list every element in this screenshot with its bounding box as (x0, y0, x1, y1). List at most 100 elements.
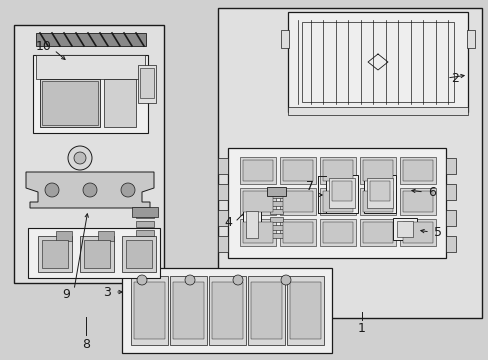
Bar (240, 219, 275, 246)
Bar (269, 193, 283, 198)
Bar (373, 181, 387, 195)
Bar (399, 188, 435, 215)
Bar (323, 160, 352, 181)
Bar (281, 30, 288, 48)
Bar (84, 240, 110, 268)
Bar (280, 188, 315, 215)
Bar (240, 188, 275, 215)
Bar (359, 219, 395, 246)
Bar (331, 181, 351, 201)
Text: 8: 8 (82, 338, 90, 351)
Bar (287, 107, 467, 115)
Bar (250, 282, 282, 339)
Bar (399, 219, 435, 246)
Bar (104, 79, 136, 127)
Bar (14, 25, 163, 283)
Bar (269, 201, 283, 206)
Bar (218, 210, 227, 226)
Text: 7: 7 (305, 180, 313, 193)
Bar (212, 282, 243, 339)
Bar (33, 55, 148, 133)
Bar (218, 184, 227, 200)
Bar (375, 181, 389, 195)
Bar (266, 187, 285, 196)
Bar (445, 184, 455, 200)
Bar (136, 230, 154, 236)
Bar (280, 219, 315, 246)
Bar (136, 212, 154, 218)
Text: 1: 1 (357, 321, 365, 334)
Text: 6: 6 (427, 185, 435, 198)
Bar (319, 157, 355, 184)
Bar (40, 79, 100, 127)
Bar (283, 191, 312, 212)
Bar (56, 231, 72, 241)
Bar (359, 157, 395, 184)
Bar (136, 248, 154, 254)
Bar (269, 233, 283, 238)
Bar (36, 55, 145, 79)
Bar (396, 221, 412, 237)
Bar (138, 65, 156, 103)
Bar (319, 188, 355, 215)
Bar (140, 68, 154, 98)
Bar (289, 282, 320, 339)
Bar (122, 236, 156, 272)
Circle shape (45, 183, 59, 197)
Bar (218, 8, 481, 318)
Circle shape (68, 146, 92, 170)
Bar (466, 30, 474, 48)
Bar (28, 228, 160, 278)
Circle shape (232, 275, 243, 285)
Bar (287, 12, 467, 112)
Bar (280, 157, 315, 184)
Bar (218, 236, 227, 252)
Bar (227, 148, 445, 258)
Bar (98, 231, 114, 241)
Text: 4: 4 (224, 216, 231, 229)
Circle shape (74, 152, 86, 164)
Bar (132, 207, 158, 217)
Bar (208, 276, 245, 345)
Bar (42, 81, 98, 125)
Bar (402, 191, 432, 212)
Bar (134, 282, 164, 339)
Text: 10: 10 (36, 40, 52, 53)
Bar (38, 236, 72, 272)
Bar (283, 222, 312, 243)
Text: 5: 5 (433, 225, 441, 239)
Bar (302, 22, 453, 102)
Circle shape (121, 183, 135, 197)
Bar (366, 178, 392, 208)
Bar (359, 188, 395, 215)
Bar (131, 276, 168, 345)
Bar (363, 175, 395, 213)
Bar (402, 222, 432, 243)
Text: 9: 9 (62, 288, 70, 301)
Bar (136, 221, 154, 227)
Bar (122, 268, 331, 353)
Bar (319, 219, 355, 246)
Circle shape (83, 183, 97, 197)
Bar (126, 240, 152, 268)
Bar (374, 182, 388, 196)
Polygon shape (26, 172, 154, 208)
Text: 2: 2 (450, 72, 458, 85)
Bar (402, 160, 432, 181)
Bar (362, 191, 392, 212)
Bar (392, 218, 416, 240)
Bar (445, 210, 455, 226)
Bar (269, 209, 283, 214)
Bar (269, 217, 283, 222)
Bar (80, 236, 114, 272)
Circle shape (137, 275, 147, 285)
Bar (247, 276, 285, 345)
Bar (445, 158, 455, 174)
Bar (240, 157, 275, 184)
Bar (243, 222, 272, 243)
Bar (42, 240, 68, 268)
Bar (136, 239, 154, 245)
Bar (362, 222, 392, 243)
Bar (328, 178, 354, 208)
Bar (374, 180, 388, 194)
